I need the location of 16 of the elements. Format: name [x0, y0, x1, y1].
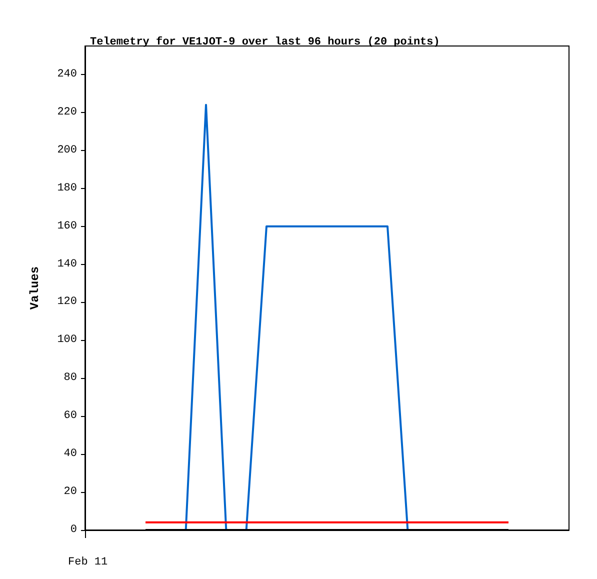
y-tick-label: 120 — [57, 296, 77, 308]
y-tick-label: 220 — [57, 106, 77, 118]
y-tick-label: 40 — [64, 448, 77, 460]
y-tick-label: 100 — [57, 334, 77, 346]
y-tick-label: 140 — [57, 258, 77, 270]
text: Feb 11 — [68, 556, 108, 568]
y-tick-label: 0 — [70, 524, 77, 536]
y-tick-label: 180 — [57, 182, 77, 194]
y-tick-label: 160 — [57, 220, 77, 232]
y-axis-title: Values — [28, 266, 42, 310]
y-tick-label: 20 — [64, 486, 77, 498]
chart-title: Telemetry for VE1JOT-9 over last 96 hours (20 points) — [90, 36, 440, 48]
y-tick-label: 200 — [57, 144, 77, 156]
y-tick-label: 80 — [64, 372, 77, 384]
y-tick-label: 240 — [57, 68, 77, 80]
y-tick-label: 60 — [64, 410, 77, 422]
